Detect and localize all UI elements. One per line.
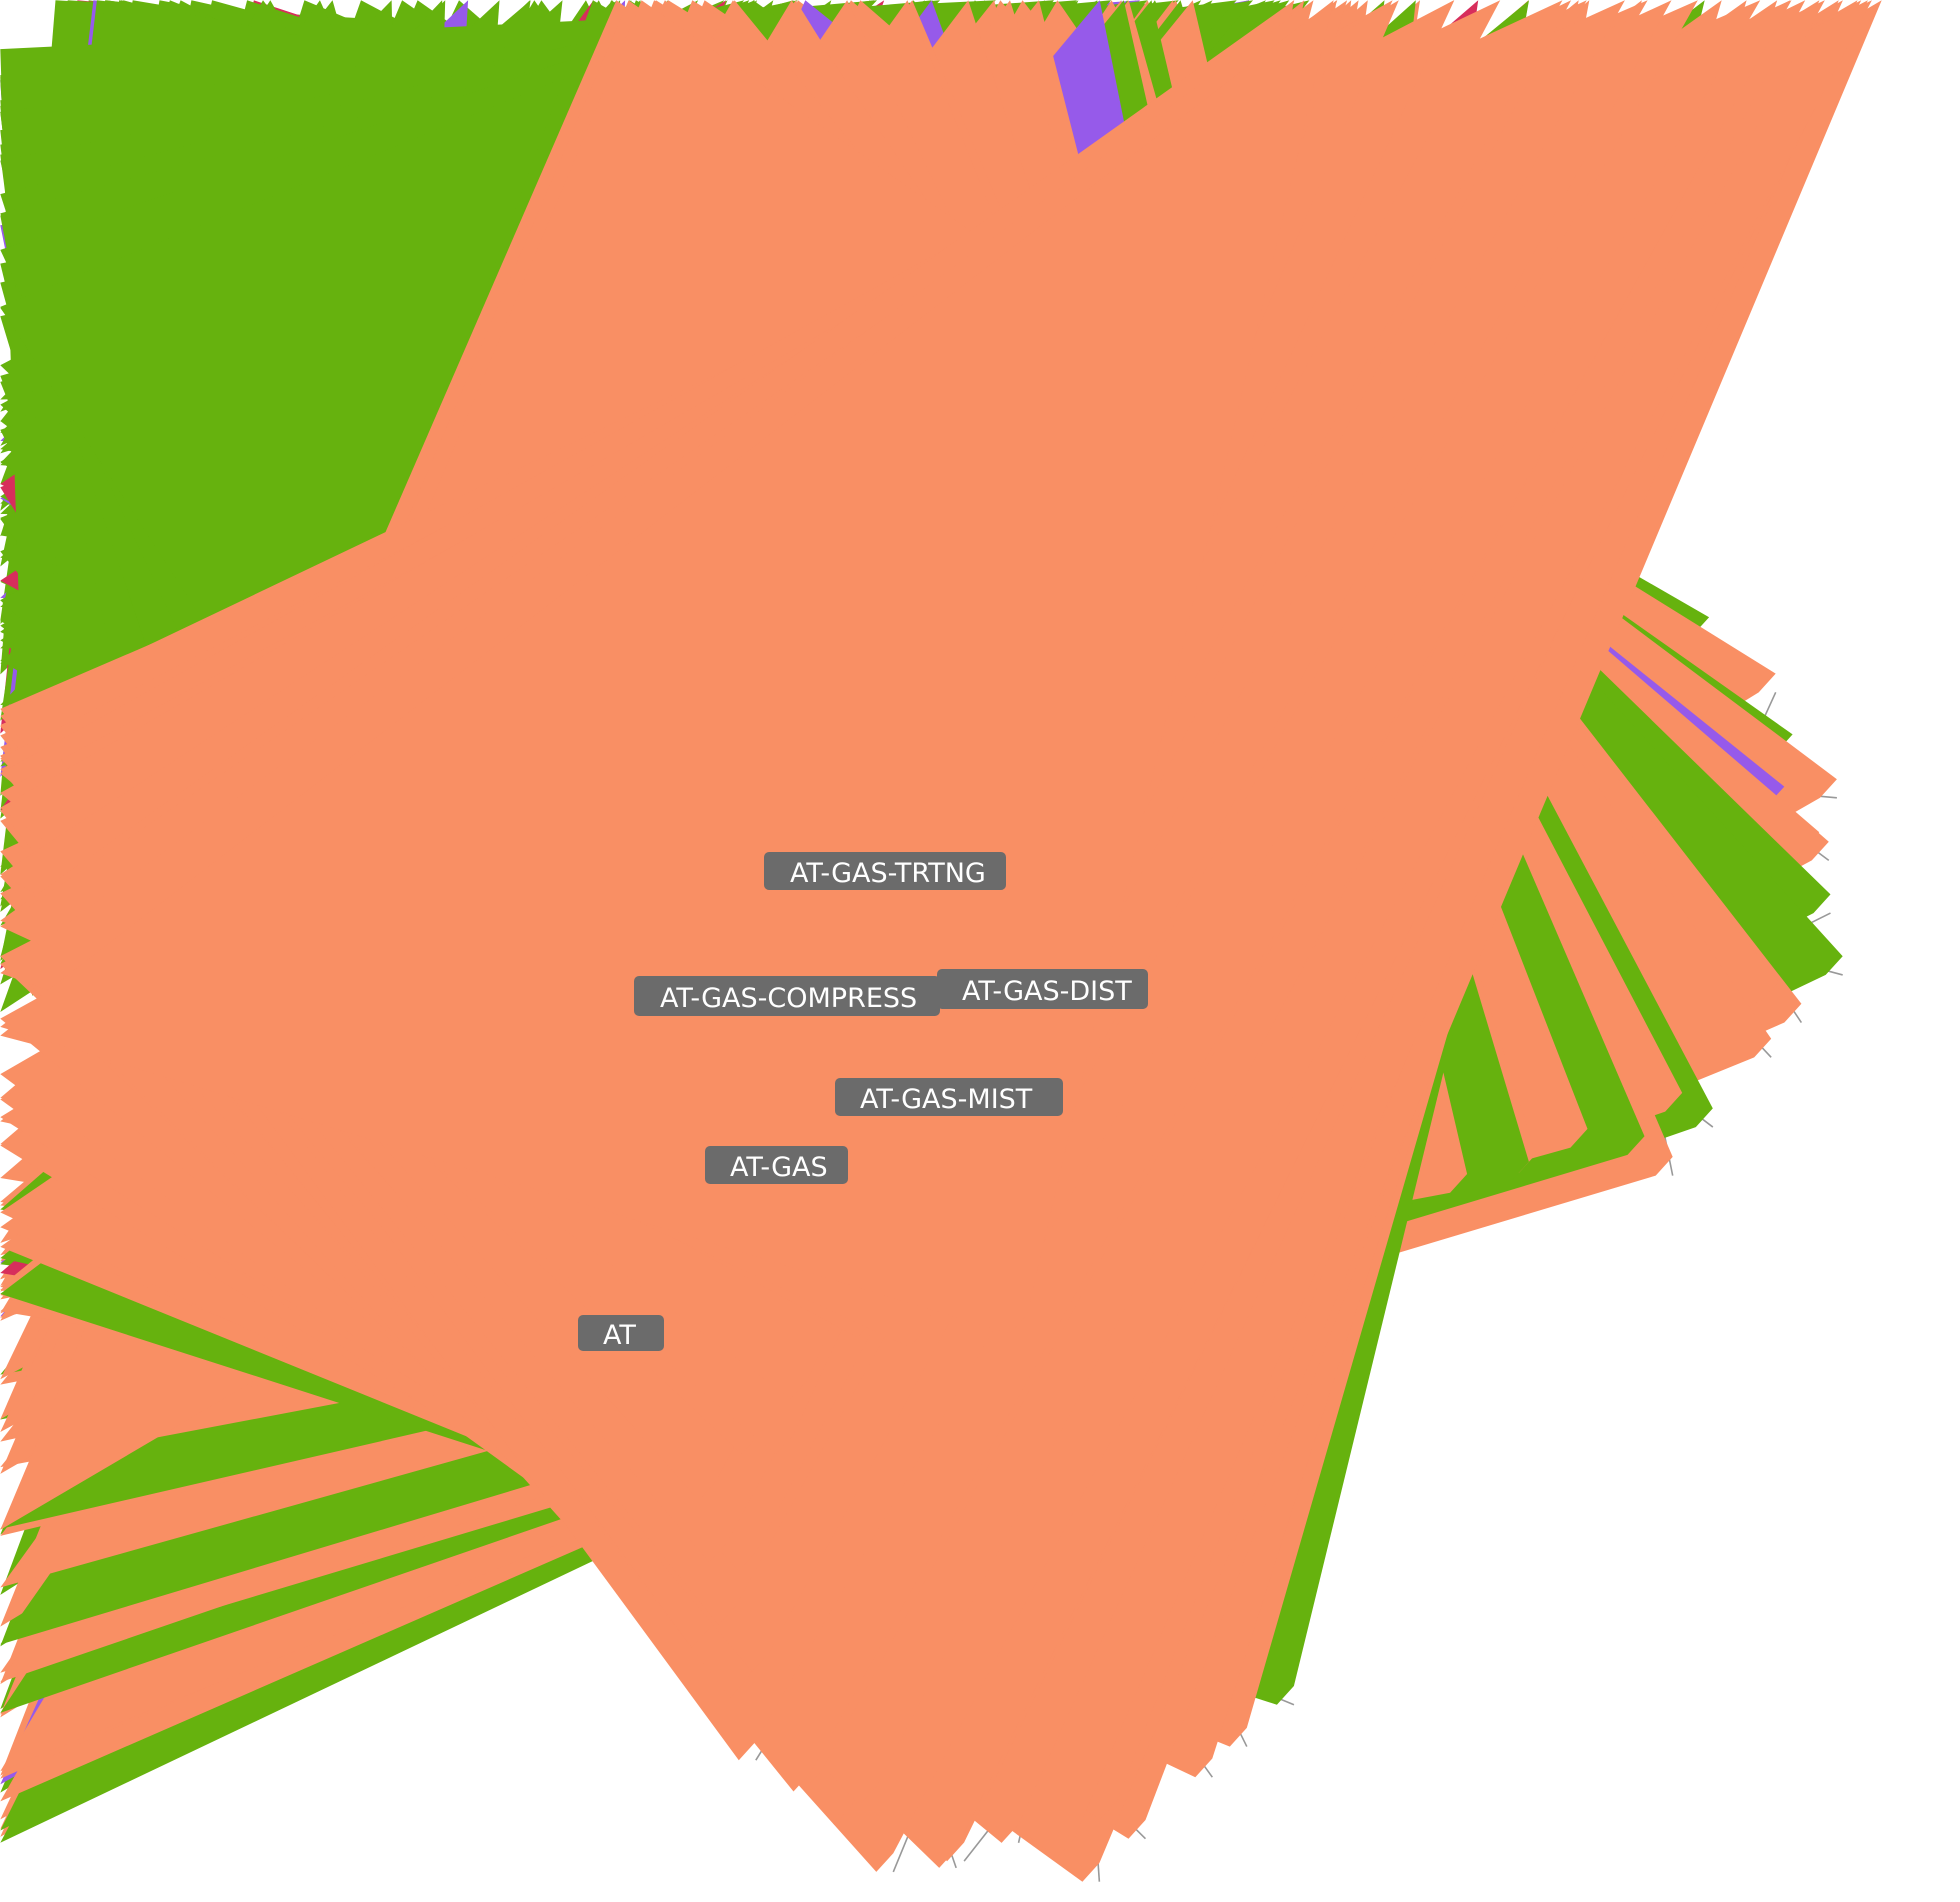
svg-text:AT: AT (603, 1320, 636, 1351)
svg-text:AT-GAS-TRTNG: AT-GAS-TRTNG (790, 858, 986, 889)
label-at-gas-dist: AT-GAS-DIST (937, 969, 1148, 1009)
svg-text:AT-GAS: AT-GAS (730, 1152, 828, 1183)
svg-text:AT-GAS-MIST: AT-GAS-MIST (860, 1084, 1033, 1115)
label-at-gas-compress: AT-GAS-COMPRESS (634, 976, 940, 1016)
svg-text:AT-GAS-COMPRESS: AT-GAS-COMPRESS (660, 983, 917, 1014)
label-at: AT (578, 1315, 664, 1351)
label-at-gas-trtng: AT-GAS-TRTNG (764, 852, 1006, 890)
svg-text:AT-GAS-DIST: AT-GAS-DIST (962, 976, 1132, 1007)
label-at-gas: AT-GAS (705, 1146, 848, 1184)
label-at-gas-mist: AT-GAS-MIST (835, 1078, 1063, 1116)
